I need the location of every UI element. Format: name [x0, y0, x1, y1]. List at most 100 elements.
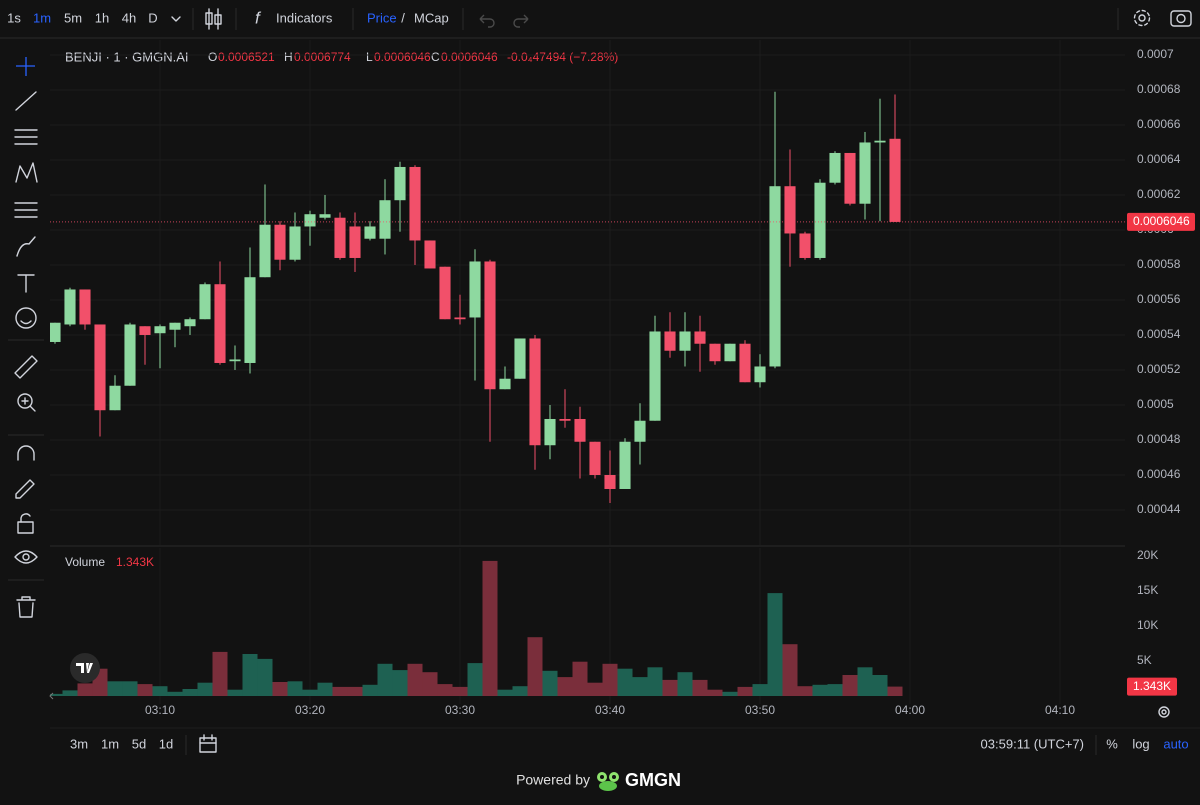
candle-body: [844, 152, 856, 204]
pattern-tool[interactable]: [15, 162, 38, 183]
candle-body: [529, 338, 541, 446]
interval-button[interactable]: D: [148, 10, 157, 25]
range-button[interactable]: 1d: [159, 736, 173, 751]
candle-body: [709, 343, 721, 362]
y-tick-label: 0.00056: [1137, 292, 1181, 306]
interval-dropdown[interactable]: [171, 16, 181, 22]
fib-tool[interactable]: [14, 129, 38, 145]
candle-body: [50, 322, 61, 342]
y-tick-label: 20K: [1137, 548, 1158, 562]
candle-body: [124, 324, 136, 386]
tradingview-logo[interactable]: [70, 653, 100, 683]
visibility-tool[interactable]: [14, 550, 38, 564]
volume-bar: [137, 684, 153, 696]
text-tool[interactable]: [17, 274, 35, 293]
volume-bar: [287, 681, 303, 696]
indicators-button[interactable]: Indicators: [276, 10, 333, 25]
y-tick-label: 0.00062: [1137, 187, 1181, 201]
ruler-tool[interactable]: [14, 355, 38, 379]
volume-bar: [467, 663, 483, 696]
volume-bar: [50, 693, 63, 696]
axis-settings[interactable]: [1158, 706, 1170, 718]
volume-bar: [572, 661, 588, 696]
volume-bar: [512, 686, 528, 696]
candle-body: [484, 261, 496, 390]
y-tick-label: 10K: [1137, 618, 1158, 632]
volume-badge: [1127, 677, 1177, 696]
volume-bar: [242, 654, 258, 696]
lock-tool[interactable]: [17, 513, 34, 534]
candle-body: [679, 331, 691, 351]
volume-bar: [752, 684, 768, 696]
crosshair-tool[interactable]: [16, 57, 35, 76]
volume-bar: [347, 686, 363, 696]
volume-badge-label: 1.343K: [1133, 679, 1171, 693]
volume-bar: [392, 670, 408, 696]
volume-bar: [677, 672, 693, 696]
chart-type-button[interactable]: [205, 8, 222, 30]
interval-button[interactable]: 4h: [122, 10, 136, 25]
delete-tool[interactable]: [16, 596, 36, 618]
volume-bar: [152, 686, 168, 696]
mcap-toggle[interactable]: MCap: [414, 10, 449, 25]
volume-bar: [542, 670, 558, 696]
volume-bar: [167, 691, 183, 696]
clock: 03:59:11 (UTC+7): [981, 736, 1084, 751]
candle-body: [79, 289, 91, 325]
x-tick-label: 04:10: [1045, 703, 1075, 717]
volume-bar: [107, 681, 123, 696]
y-tick-label: 0.00068: [1137, 82, 1181, 96]
interval-button[interactable]: 1s: [7, 10, 21, 25]
candle-body: [304, 214, 316, 227]
screenshot-button[interactable]: [1170, 10, 1192, 27]
volume-bar: [602, 663, 618, 696]
volume-bar: [887, 686, 903, 696]
volume-title: Volume: [65, 555, 105, 569]
candle-body: [649, 331, 661, 421]
range-button[interactable]: 3m: [70, 736, 88, 751]
y-tick-label: 5K: [1137, 653, 1152, 667]
scroll-left[interactable]: [49, 692, 54, 700]
interval-button[interactable]: 1m: [33, 10, 51, 25]
range-button[interactable]: 5d: [132, 736, 146, 751]
ohlc-label: O: [208, 50, 217, 64]
y-tick-label: 0.00058: [1137, 257, 1181, 271]
candle-body: [64, 289, 76, 325]
trend-line-tool[interactable]: [15, 91, 37, 111]
interval-button[interactable]: 5m: [64, 10, 82, 25]
go-to-date[interactable]: [199, 734, 217, 753]
candle-body: [559, 418, 571, 421]
candle-body: [334, 217, 346, 258]
projection-tool[interactable]: [14, 202, 38, 218]
range-button[interactable]: 1m: [101, 736, 119, 751]
candle-body: [634, 420, 646, 442]
brush-tool[interactable]: [16, 236, 36, 257]
percent-toggle[interactable]: %: [1106, 736, 1118, 751]
x-tick-label: 03:20: [295, 703, 325, 717]
zoom-tool[interactable]: [17, 393, 36, 412]
volume-bar: [722, 691, 738, 696]
magnet-tool[interactable]: [17, 445, 35, 461]
volume-bar: [707, 689, 723, 696]
volume-bar: [407, 663, 423, 696]
candle-body: [454, 317, 466, 320]
y-tick-label: 0.00046: [1137, 467, 1181, 481]
price-toggle[interactable]: Price: [367, 10, 397, 25]
redo-button[interactable]: [513, 14, 529, 28]
candle-body: [604, 474, 616, 489]
candle-body: [394, 166, 406, 201]
candle-body: [724, 343, 736, 362]
x-tick-label: 04:00: [895, 703, 925, 717]
lock-drawing-tool[interactable]: [15, 479, 35, 499]
volume-bar: [212, 651, 228, 696]
emoji-tool[interactable]: [15, 307, 37, 329]
auto-toggle[interactable]: auto: [1163, 736, 1188, 751]
volume-bar: [482, 560, 498, 696]
undo-button[interactable]: [479, 14, 495, 28]
volume-bar: [617, 668, 633, 696]
log-toggle[interactable]: log: [1132, 736, 1149, 751]
interval-button[interactable]: 1h: [95, 10, 109, 25]
settings-button[interactable]: [1133, 9, 1151, 27]
candle-body: [784, 186, 796, 234]
indicators-icon[interactable]: f: [255, 8, 262, 27]
